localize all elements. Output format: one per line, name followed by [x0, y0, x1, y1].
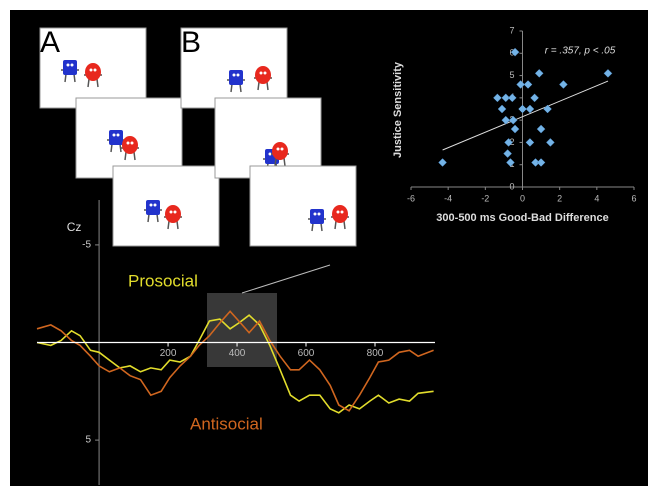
figure-body — [229, 70, 243, 85]
figure-body — [165, 205, 181, 223]
figure-eye — [318, 213, 321, 216]
figure-eye — [113, 134, 116, 137]
figure-limb — [120, 144, 121, 152]
figure-eye — [94, 69, 97, 72]
figure-eye — [174, 211, 177, 214]
figure-eye — [314, 213, 317, 216]
y-tick-label: 0 — [509, 181, 514, 191]
figure-body — [85, 63, 101, 81]
figure-limb — [97, 79, 98, 87]
x-tick-label: -6 — [407, 193, 415, 203]
figure-limb — [65, 74, 66, 82]
figure-limb — [335, 221, 336, 229]
figure-eye — [281, 148, 284, 151]
figure-limb — [258, 82, 259, 90]
y-tick-label: -5 — [82, 240, 91, 251]
figure-eye — [71, 64, 74, 67]
figure-body — [109, 130, 123, 145]
figure-eye — [277, 148, 280, 151]
x-axis-label: 300-500 ms Good-Bad Difference — [436, 212, 608, 224]
figure-limb — [321, 223, 322, 231]
figure-limb — [312, 223, 313, 231]
figure-body — [63, 60, 77, 75]
x-tick-label: 400 — [229, 348, 246, 359]
x-tick-label: 6 — [631, 193, 636, 203]
figure-eye — [90, 69, 93, 72]
figure-eye — [117, 134, 120, 137]
figure-limb — [157, 214, 158, 222]
figure-body — [310, 209, 324, 224]
figure-limb — [125, 152, 126, 160]
figure-eye — [233, 74, 236, 77]
figure-limb — [177, 221, 178, 229]
panel-label: B — [181, 26, 201, 59]
series-label: Prosocial — [128, 271, 198, 290]
figure: A B Cz-55200400600800ProsocialAntisocial… — [0, 0, 658, 496]
figure-limb — [111, 144, 112, 152]
x-tick-label: 2 — [557, 193, 562, 203]
figure-limb — [240, 84, 241, 92]
x-tick-label: -2 — [481, 193, 489, 203]
x-tick-label: 600 — [298, 348, 315, 359]
figure-eye — [264, 72, 267, 75]
figure-body — [332, 205, 348, 223]
figure-limb — [231, 84, 232, 92]
figure-body — [146, 200, 160, 215]
frame — [113, 166, 219, 246]
series-label: Antisocial — [190, 414, 263, 433]
y-axis-label: Justice Sensitivity — [392, 61, 404, 158]
figure-eye — [127, 142, 130, 145]
x-tick-label: 0 — [520, 193, 525, 203]
figure-eye — [150, 204, 153, 207]
figure-limb — [88, 79, 89, 87]
figure-eye — [341, 211, 344, 214]
figure-eye — [170, 211, 173, 214]
figure-body — [272, 142, 288, 160]
y-tick-label: 5 — [509, 70, 514, 80]
figure-body — [122, 136, 138, 154]
figure-eye — [237, 74, 240, 77]
y-tick-label: 5 — [86, 435, 92, 446]
figure-eye — [260, 72, 263, 75]
figure-limb — [168, 221, 169, 229]
figure-eye — [131, 142, 134, 145]
figure-limb — [344, 221, 345, 229]
figure-limb — [267, 82, 268, 90]
x-tick-label: 4 — [594, 193, 599, 203]
x-tick-label: 200 — [160, 348, 177, 359]
panel-label: A — [40, 26, 60, 59]
figure-eye — [154, 204, 157, 207]
figure-limb — [284, 158, 285, 166]
figure-body — [255, 66, 271, 84]
x-tick-label: 800 — [367, 348, 384, 359]
figure-eye — [337, 211, 340, 214]
y-axis-label: Cz — [67, 220, 82, 234]
y-tick-label: 7 — [509, 25, 514, 35]
figure-limb — [275, 158, 276, 166]
figure-limb — [134, 152, 135, 160]
x-tick-label: -4 — [444, 193, 452, 203]
figure-limb — [74, 74, 75, 82]
figure-limb — [148, 214, 149, 222]
figure-eye — [67, 64, 70, 67]
annotation: r = .357, p < .05 — [545, 46, 616, 57]
